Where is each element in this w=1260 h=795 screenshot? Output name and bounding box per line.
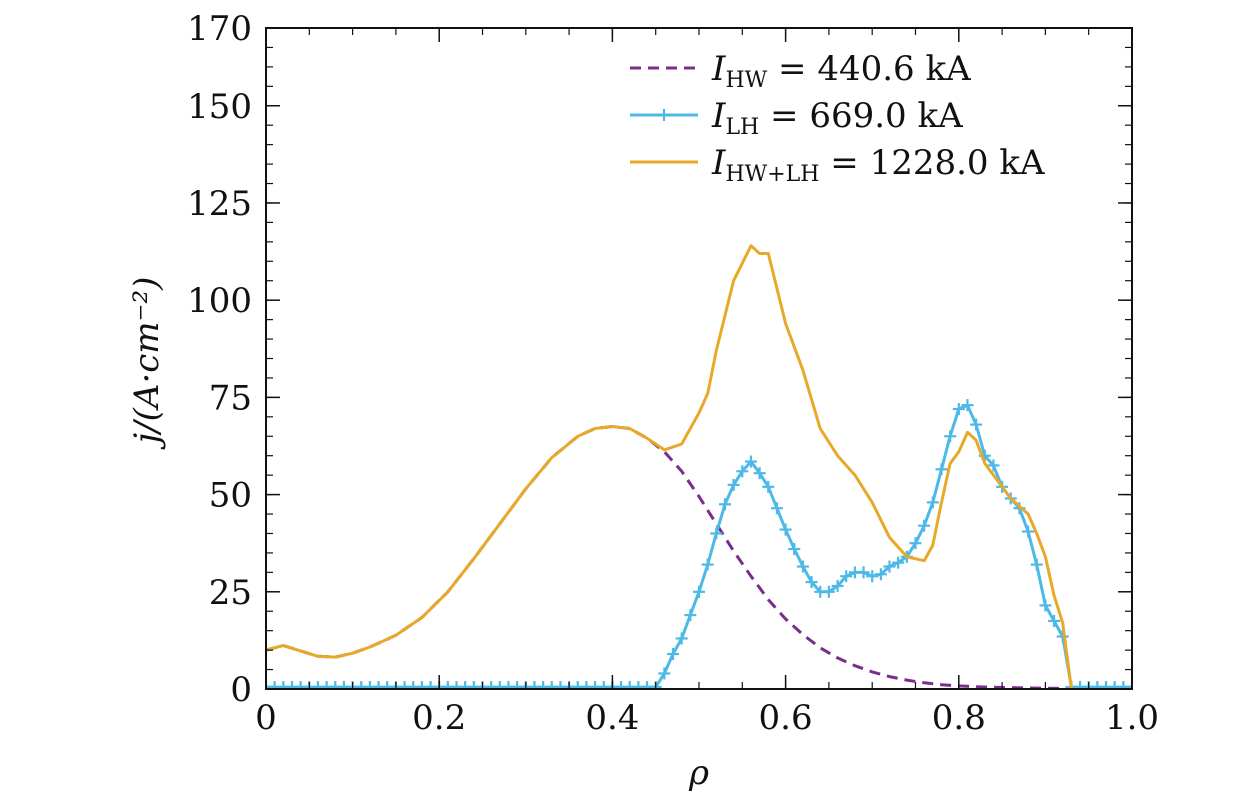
series-line-lh bbox=[266, 403, 1132, 689]
data-point-marker bbox=[727, 478, 740, 491]
legend-label: IHW+LH = 1228.0 kA bbox=[711, 143, 1045, 187]
data-point-marker bbox=[1039, 599, 1052, 612]
data-point-marker bbox=[840, 570, 853, 583]
y-tick-label: 25 bbox=[209, 573, 252, 613]
data-point-marker bbox=[883, 560, 896, 573]
y-axis-title: j/(A·cm⁻²) bbox=[127, 277, 167, 451]
y-tick-label: 170 bbox=[187, 9, 252, 49]
tick-labels-layer: 0 0.2 0.4 0.6 0.8 1.0 0 25 50 75 100 125 150 170 bbox=[187, 9, 1159, 738]
data-point-marker bbox=[753, 467, 766, 480]
data-point-marker bbox=[693, 585, 705, 598]
x-axis-title: ρ bbox=[688, 753, 709, 793]
data-point-marker bbox=[718, 498, 731, 511]
data-point-marker bbox=[1048, 614, 1061, 627]
data-point-marker bbox=[952, 403, 965, 416]
y-tick-label: 125 bbox=[187, 184, 252, 224]
data-point-marker bbox=[944, 430, 957, 443]
data-point-marker bbox=[710, 527, 723, 540]
series-line-hw bbox=[266, 425, 1132, 689]
data-point-marker bbox=[935, 463, 948, 476]
y-tick-label: 50 bbox=[209, 476, 252, 516]
y-tick-label: 75 bbox=[209, 378, 252, 418]
x-tick-label: 0 bbox=[255, 698, 277, 738]
data-point-marker bbox=[866, 570, 879, 583]
ticks-layer bbox=[265, 27, 1133, 690]
data-point-marker bbox=[970, 418, 983, 431]
data-point-marker bbox=[770, 502, 783, 515]
data-point-marker bbox=[805, 576, 818, 589]
legend-label: IHW = 440.6 kA bbox=[711, 49, 971, 93]
data-point-marker bbox=[762, 480, 775, 493]
data-point-marker bbox=[831, 579, 844, 592]
x-tick-label: 0.2 bbox=[412, 698, 466, 738]
data-point-marker bbox=[779, 523, 792, 536]
data-point-marker bbox=[1022, 525, 1035, 538]
data-point-marker bbox=[684, 609, 697, 622]
x-tick-label: 0.8 bbox=[932, 698, 986, 738]
data-point-marker bbox=[874, 568, 887, 581]
y-tick-label: 100 bbox=[187, 281, 252, 321]
series-line-hw-lh bbox=[266, 244, 1073, 689]
data-point-marker bbox=[857, 566, 870, 579]
data-point-marker bbox=[744, 455, 757, 468]
data-point-marker bbox=[822, 585, 835, 598]
y-tick-label: 0 bbox=[230, 670, 252, 710]
data-point-marker bbox=[1126, 681, 1132, 689]
data-point-marker bbox=[701, 558, 714, 571]
x-tick-label: 0.6 bbox=[759, 698, 813, 738]
data-point-marker bbox=[892, 556, 905, 569]
x-tick-label: 1.0 bbox=[1105, 698, 1159, 738]
data-point-marker bbox=[667, 648, 680, 661]
data-point-marker bbox=[736, 465, 749, 478]
data-point-marker bbox=[675, 632, 688, 645]
x-tick-label: 0.4 bbox=[585, 698, 639, 738]
legend-label: ILH = 669.0 kA bbox=[711, 96, 963, 140]
data-point-marker bbox=[987, 459, 1000, 472]
data-point-marker bbox=[918, 519, 931, 532]
data-point-marker bbox=[909, 537, 922, 550]
series-layer bbox=[266, 244, 1132, 689]
data-point-marker bbox=[796, 560, 809, 573]
data-point-marker bbox=[658, 667, 671, 680]
data-point-marker bbox=[926, 496, 939, 509]
data-point-marker bbox=[1030, 558, 1043, 571]
data-point-marker bbox=[961, 399, 974, 412]
data-point-marker bbox=[788, 543, 801, 556]
y-tick-label: 150 bbox=[187, 87, 252, 127]
